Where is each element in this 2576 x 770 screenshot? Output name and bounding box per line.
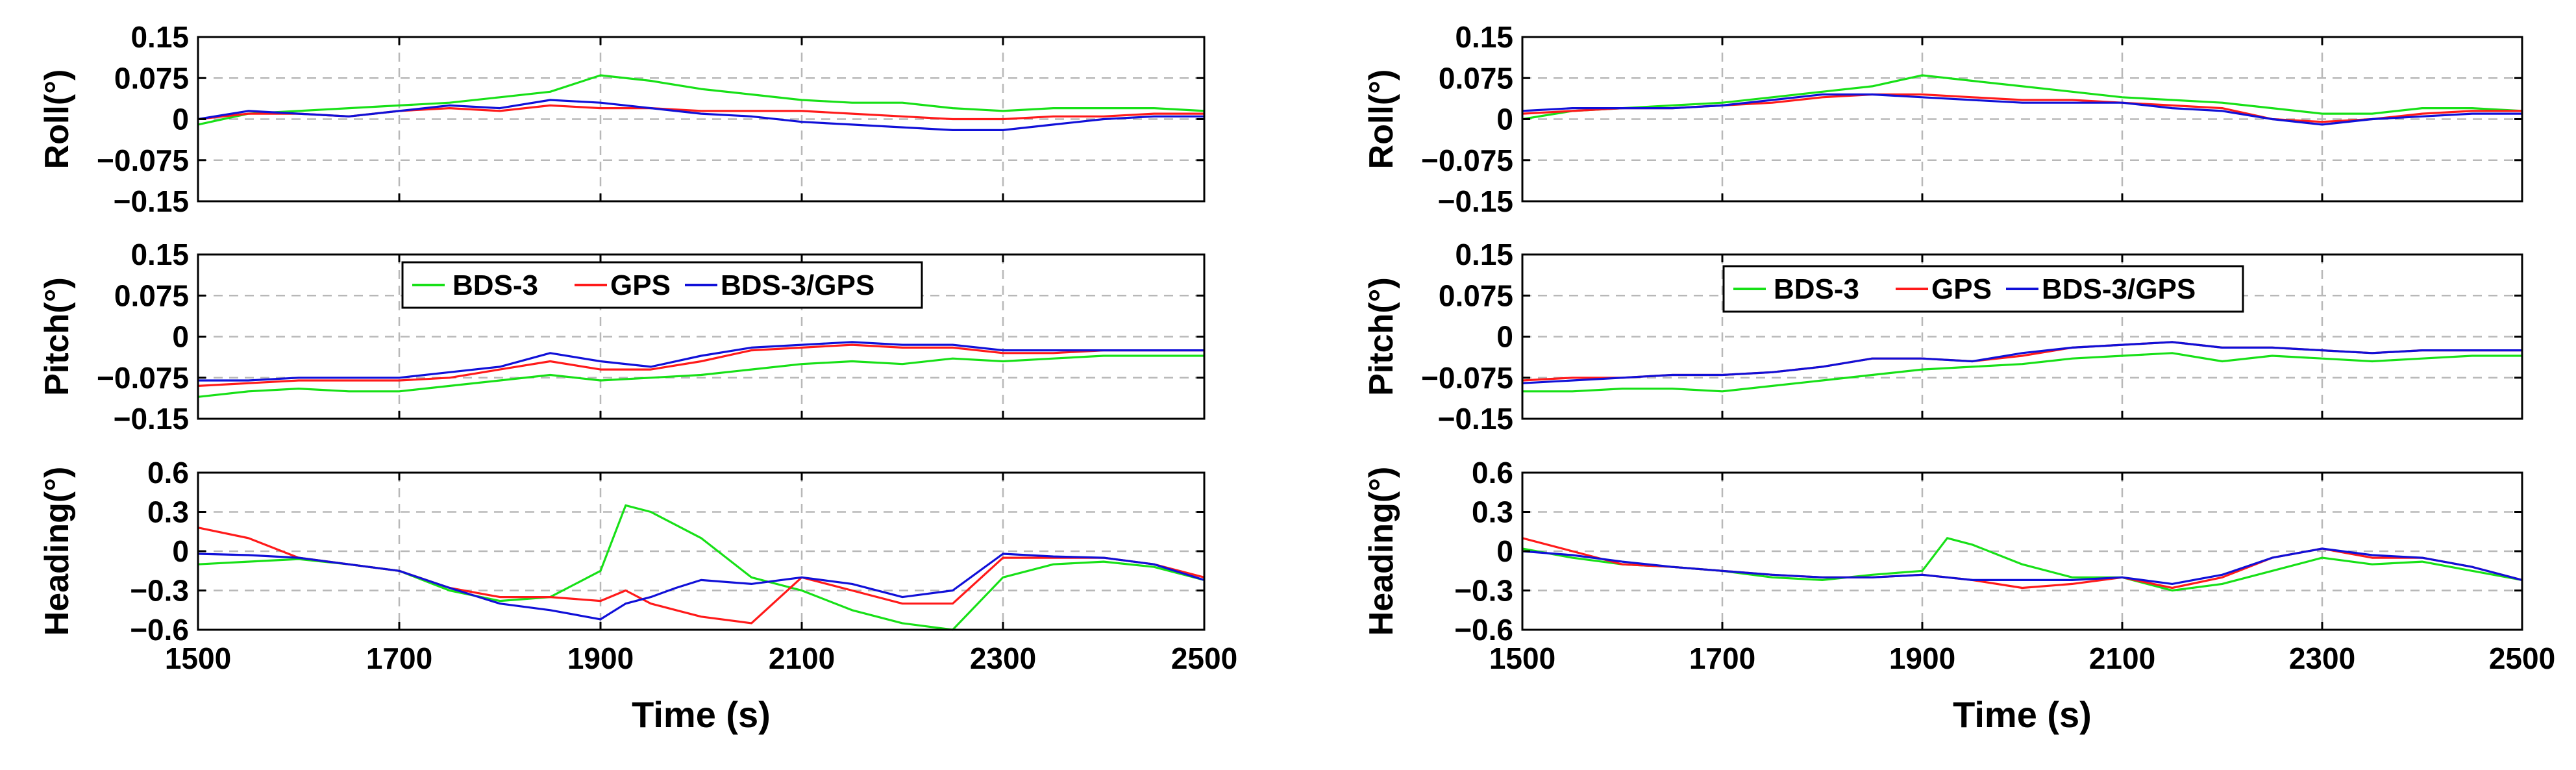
- series-line-bds-3-gps: [197, 553, 1205, 621]
- x-tick-label: 1700: [1689, 641, 1755, 675]
- legend-label: BDS-3: [1774, 273, 1859, 305]
- y-tick-label: 0: [172, 103, 189, 136]
- series-line-bds-3-gps: [1522, 93, 2522, 126]
- series-line-bds-3: [197, 354, 1204, 398]
- pitch-axis-label: Pitch(°): [1363, 277, 1400, 396]
- y-tick-label: −0.075: [1421, 143, 1513, 177]
- series-line-gps: [197, 343, 1204, 387]
- series-line-bds-3: [197, 74, 1205, 126]
- series-line-bds-3: [197, 504, 1205, 631]
- series-line-bds-3-gps: [197, 99, 1204, 131]
- y-tick-label: −0.075: [97, 361, 189, 395]
- legend: BDS-3 GPS BDS-3/GPS: [401, 261, 923, 309]
- y-tick-label: 0.075: [1439, 61, 1513, 95]
- y-tick-label: 0: [172, 534, 189, 568]
- y-tick-label: 0.6: [1472, 456, 1513, 490]
- chart-panel-left: 0.15 0.075 0 −0.075 −0.15 Roll(°) 0.15 0.075 0 −0…: [38, 20, 1237, 735]
- y-tick-label: −0.3: [130, 574, 189, 608]
- series-line-bds-3: [1522, 74, 2523, 121]
- x-tick-label: 2300: [2289, 641, 2355, 675]
- y-tick-label: −0.3: [1454, 574, 1513, 608]
- x-tick-label: 2500: [2489, 641, 2555, 675]
- series-line-bds-3: [1522, 352, 2522, 393]
- y-tick-label: 0.15: [1455, 20, 1513, 54]
- roll-subplot: 0.15 0.075 0 −0.075 −0.15 Roll(°): [38, 20, 1206, 218]
- pitch-subplot: 0.15 0.075 0 −0.075 −0.15 Pitch(°): [38, 238, 1206, 436]
- pitch-axis-label: Pitch(°): [38, 277, 76, 396]
- heading-axis-label: Heading(°): [38, 467, 76, 636]
- y-tick-label: −0.075: [97, 143, 189, 177]
- y-tick-label: 0.15: [1455, 238, 1513, 271]
- chart-panel-right: 0.15 0.075 0 −0.075 −0.15 Roll(°) 0.15 0.075 0 −0…: [1363, 20, 2555, 735]
- series-line-bds-3-gps: [1522, 547, 2523, 586]
- y-tick-label: 0: [172, 320, 189, 354]
- y-tick-label: 0.15: [130, 20, 189, 54]
- x-axis-label: Time (s): [1953, 694, 2092, 735]
- y-tick-label: 0.075: [114, 279, 189, 312]
- roll-subplot: 0.15 0.075 0 −0.075 −0.15 Roll(°): [1363, 20, 2523, 218]
- x-tick-label: 2300: [970, 641, 1036, 675]
- y-tick-label: −0.075: [1421, 361, 1513, 395]
- legend-label: BDS-3/GPS: [2042, 273, 2196, 305]
- x-tick-label: 2100: [2089, 641, 2155, 675]
- series-line-gps: [197, 527, 1205, 625]
- y-tick-label: 0: [1496, 320, 1513, 354]
- legend-label: GPS: [1931, 273, 1992, 305]
- series-line-bds-3-gps: [1522, 341, 2522, 384]
- y-tick-label: 0.15: [130, 238, 189, 271]
- y-tick-label: −0.15: [114, 402, 189, 436]
- y-tick-label: −0.15: [114, 184, 189, 218]
- x-tick-label: 1700: [366, 641, 432, 675]
- y-tick-label: −0.15: [1438, 402, 1513, 436]
- series-line-bds-3-gps: [198, 341, 1204, 382]
- legend-label: GPS: [610, 269, 671, 301]
- legend-box: [401, 261, 923, 309]
- y-tick-label: 0.3: [1472, 495, 1513, 529]
- y-tick-label: 0: [1496, 534, 1513, 568]
- series-line-bds-3: [1522, 537, 2523, 592]
- y-tick-label: 0.075: [114, 61, 189, 95]
- y-tick-label: 0.6: [147, 456, 189, 490]
- y-tick-label: 0: [1496, 103, 1513, 136]
- x-tick-label: 1500: [165, 641, 231, 675]
- heading-subplot: 0.6 0.3 0 −0.3 −0.6 Heading(°): [38, 456, 1206, 647]
- x-tick-label: 2500: [1171, 641, 1237, 675]
- y-tick-label: −0.6: [1454, 613, 1513, 647]
- y-tick-label: −0.6: [130, 613, 189, 647]
- legend: BDS-3 GPS BDS-3/GPS: [1722, 265, 2244, 313]
- x-tick-label: 2100: [769, 641, 835, 675]
- x-tick-label: 1900: [567, 641, 634, 675]
- heading-subplot: 0.6 0.3 0 −0.3 −0.6 Heading(°): [1363, 456, 2523, 647]
- y-tick-label: 0.075: [1439, 279, 1513, 312]
- legend-box: [1722, 265, 2244, 313]
- roll-axis-label: Roll(°): [1363, 69, 1400, 169]
- y-tick-label: −0.15: [1438, 184, 1513, 218]
- x-tick-label: 1500: [1489, 641, 1555, 675]
- x-tick-label: 1900: [1889, 641, 1955, 675]
- y-tick-label: 0.3: [147, 495, 189, 529]
- legend-label: BDS-3/GPS: [721, 269, 874, 301]
- x-axis-label: Time (s): [632, 694, 771, 735]
- legend-label: BDS-3: [452, 269, 538, 301]
- heading-axis-label: Heading(°): [1363, 467, 1400, 636]
- pitch-subplot: 0.15 0.075 0 −0.075 −0.15 Pitch(°): [1363, 238, 2523, 436]
- roll-axis-label: Roll(°): [38, 69, 76, 169]
